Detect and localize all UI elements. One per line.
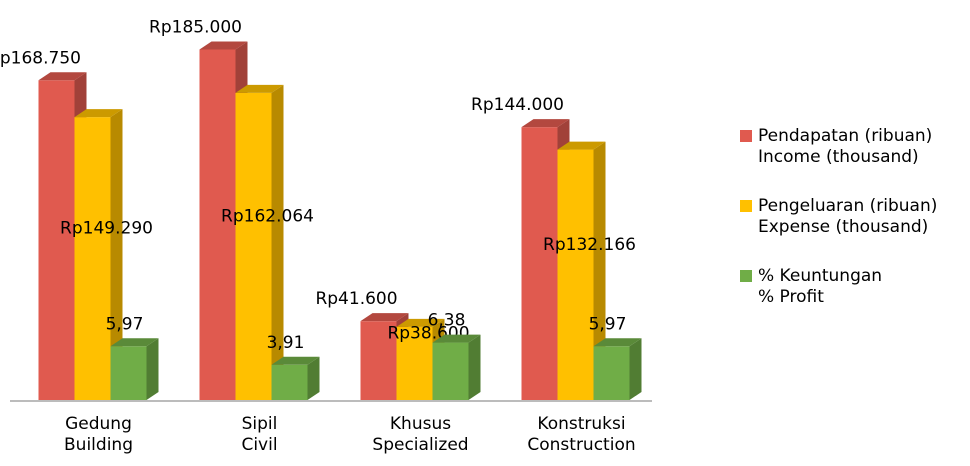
bar-side [307,356,320,400]
bar-top [74,109,123,118]
data-label: Rp132.166 [543,235,636,255]
data-label: 6,38 [428,311,466,331]
bar-top [557,141,606,150]
bar [521,127,558,400]
legend-swatch [740,270,752,282]
legend-swatch [740,200,752,212]
bar-side [629,338,642,400]
bar-top [360,313,409,322]
bar [396,326,433,400]
bar-top [199,41,248,50]
bar-top [235,84,284,93]
data-label: 3,91 [267,333,305,353]
bar [360,321,397,400]
bar-top [593,338,642,347]
legend-label: % Keuntungan % Profit [758,266,883,307]
data-label: Rp144.000 [471,95,564,115]
data-label: Rp149.290 [60,219,153,239]
bar [271,364,308,400]
data-label: Rp162.064 [221,206,314,226]
legend-label: Pengeluaran (ribuan) Expense (thousand) [758,196,938,237]
x-tick-label: Konstruksi Construction [527,414,636,455]
bar [593,346,630,400]
bar [110,346,147,400]
legend-label: Pendapatan (ribuan) Income (thousand) [758,126,933,167]
x-tick-label: Sipil Civil [241,414,278,455]
bar-top [521,119,570,128]
x-tick-label: Khusus Specialized [372,414,469,455]
data-label: 5,97 [589,314,627,334]
data-label: 5,97 [106,314,144,334]
bar [235,92,272,400]
bar-side [271,84,284,400]
bar-top [271,356,320,365]
bar-side [110,109,123,400]
data-label: Rp185.000 [149,17,242,37]
x-tick-label: Gedung Building [64,414,133,455]
bar-top [38,72,87,81]
legend-swatch [740,130,752,142]
bar-top [396,318,445,327]
bar [432,342,469,400]
bar-side [146,338,159,400]
bar [74,117,111,400]
bar [557,149,594,400]
bar-side [468,334,481,400]
bar-top [432,334,481,343]
bar-top [110,338,159,347]
bar [199,49,236,400]
bar-side [593,141,606,401]
data-label: Rp41.600 [315,289,397,309]
bar [38,80,75,401]
data-label: Rp168.750 [0,48,81,68]
